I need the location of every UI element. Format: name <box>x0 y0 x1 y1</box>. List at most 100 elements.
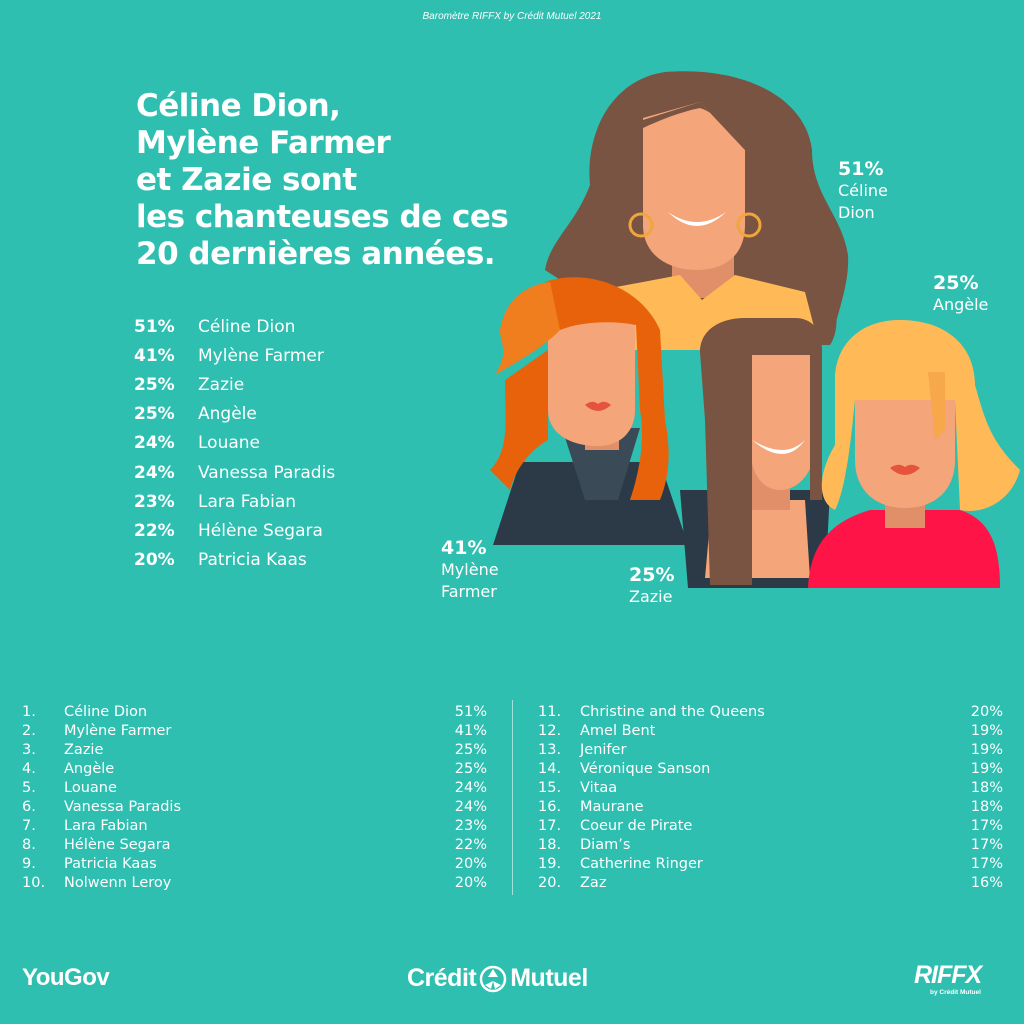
table-row: 3. Zazie 25% <box>22 740 487 759</box>
rank-number: 10. <box>22 874 46 891</box>
rank-name: Coeur de Pirate <box>580 817 693 834</box>
rank-name: Catherine Ringer <box>580 855 703 872</box>
rank-number: 14. <box>538 760 562 777</box>
rank-number: 8. <box>22 836 36 853</box>
callout-percent: 51% <box>838 158 884 180</box>
column-divider <box>512 700 513 895</box>
credit-mutuel-emblem-icon <box>479 965 507 992</box>
list-item-name: Céline Dion <box>198 316 296 337</box>
list-item: 24% Vanessa Paradis <box>134 458 335 487</box>
table-row: 16. Maurane 18% <box>538 797 1003 816</box>
list-item-percent: 24% <box>134 433 175 454</box>
list-item-name: Zazie <box>198 374 245 395</box>
rank-number: 20. <box>538 874 562 891</box>
riffx-logo-subtitle: by Crédit Mutuel <box>930 989 981 996</box>
yougov-logo: YouGov <box>22 964 110 992</box>
list-item-percent: 24% <box>134 462 175 483</box>
ranking-column-left: 1. Céline Dion 51% 2. Mylène Farmer 41% 3. Za… <box>22 702 487 892</box>
rank-name: Nolwenn Leroy <box>64 874 172 891</box>
rank-percent: 20% <box>970 703 1003 720</box>
riffx-logo-text: RIFFX <box>914 961 982 989</box>
callout-name: Angèle <box>933 295 989 314</box>
table-row: 7. Lara Fabian 23% <box>22 816 487 835</box>
rank-number: 19. <box>538 855 562 872</box>
list-item-name: Patricia Kaas <box>198 550 307 571</box>
list-item-percent: 25% <box>134 374 175 395</box>
list-item-name: Louane <box>198 433 260 454</box>
callout-zazie: 25% Zazie <box>629 564 674 608</box>
rank-percent: 19% <box>970 722 1003 739</box>
list-item-percent: 22% <box>134 520 175 541</box>
rank-percent: 17% <box>970 836 1003 853</box>
rank-name: Zazie <box>64 741 104 758</box>
rank-number: 5. <box>22 779 36 796</box>
rank-number: 1. <box>22 703 36 720</box>
rank-name: Jenifer <box>580 741 627 758</box>
rank-percent: 18% <box>970 779 1003 796</box>
table-row: 8. Hélène Segara 22% <box>22 835 487 854</box>
list-item-name: Hélène Segara <box>198 520 323 541</box>
callout-name: Céline <box>838 181 888 200</box>
headline-line: Mylène Farmer <box>136 125 391 161</box>
zazie-illustration <box>680 318 830 588</box>
table-row: 11. Christine and the Queens 20% <box>538 702 1003 721</box>
callout-percent: 25% <box>629 564 675 586</box>
callout-name: Farmer <box>441 582 497 601</box>
rank-number: 7. <box>22 817 36 834</box>
list-item: 51% Céline Dion <box>134 312 335 341</box>
table-row: 12. Amel Bent 19% <box>538 721 1003 740</box>
table-row: 6. Vanessa Paradis 24% <box>22 797 487 816</box>
table-row: 5. Louane 24% <box>22 778 487 797</box>
rank-name: Amel Bent <box>580 722 656 739</box>
list-item-percent: 20% <box>134 550 175 571</box>
rank-name: Patricia Kaas <box>64 855 157 872</box>
list-item-percent: 23% <box>134 491 175 512</box>
table-row: 15. Vitaa 18% <box>538 778 1003 797</box>
rank-percent: 19% <box>970 760 1003 777</box>
list-item: 22% Hélène Segara <box>134 516 335 545</box>
callout-celine-dion: 51% Céline Dion <box>838 158 888 224</box>
rank-number: 17. <box>538 817 562 834</box>
rank-percent: 18% <box>970 798 1003 815</box>
rank-name: Céline Dion <box>64 703 148 720</box>
rank-percent: 25% <box>454 760 487 777</box>
rank-number: 18. <box>538 836 562 853</box>
rank-name: Christine and the Queens <box>580 703 765 720</box>
credit-mutuel-logo-right: Mutuel <box>510 964 588 992</box>
table-row: 20. Zaz 16% <box>538 873 1003 892</box>
rank-number: 12. <box>538 722 562 739</box>
table-row: 19. Catherine Ringer 17% <box>538 854 1003 873</box>
rank-number: 16. <box>538 798 562 815</box>
list-item-name: Vanessa Paradis <box>198 462 336 483</box>
rank-name: Mylène Farmer <box>64 722 172 739</box>
rank-percent: 22% <box>454 836 487 853</box>
list-item-name: Mylène Farmer <box>198 345 324 366</box>
credit-mutuel-logo-left: Crédit <box>407 964 477 992</box>
table-row: 10. Nolwenn Leroy 20% <box>22 873 487 892</box>
credit-mutuel-logo: Crédit Mutuel <box>407 964 588 993</box>
rank-number: 9. <box>22 855 36 872</box>
rank-percent: 24% <box>454 779 487 796</box>
list-item-percent: 41% <box>134 345 175 366</box>
rank-name: Angèle <box>64 760 115 777</box>
rank-percent: 20% <box>454 874 487 891</box>
rank-name: Vitaa <box>580 779 618 796</box>
table-row: 14. Véronique Sanson 19% <box>538 759 1003 778</box>
headline-line: et Zazie sont <box>136 162 357 198</box>
rank-name: Maurane <box>580 798 644 815</box>
callout-name: Mylène <box>441 560 499 579</box>
rank-percent: 25% <box>454 741 487 758</box>
callout-name: Dion <box>838 203 875 222</box>
rank-percent: 20% <box>454 855 487 872</box>
singers-illustration <box>490 71 1020 588</box>
rank-percent: 23% <box>454 817 487 834</box>
headline-line: 20 dernières années. <box>136 236 496 272</box>
list-item: 41% Mylène Farmer <box>134 341 335 370</box>
rank-number: 2. <box>22 722 36 739</box>
rank-percent: 19% <box>970 741 1003 758</box>
rank-number: 11. <box>538 703 562 720</box>
callout-angele: 25% Angèle <box>933 272 988 316</box>
list-item-name: Angèle <box>198 404 257 425</box>
table-row: 17. Coeur de Pirate 17% <box>538 816 1003 835</box>
rank-number: 13. <box>538 741 562 758</box>
